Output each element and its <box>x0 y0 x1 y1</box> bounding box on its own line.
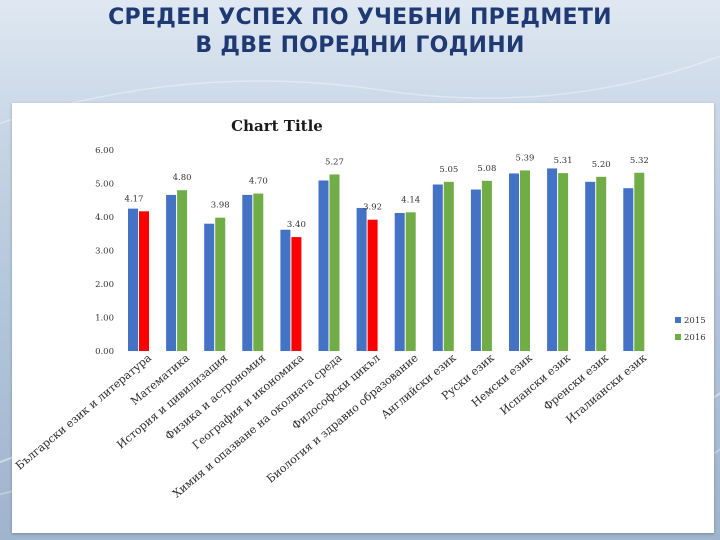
bar-2016 <box>481 180 492 351</box>
data-label: 5.20 <box>592 160 611 170</box>
data-label: 4.14 <box>401 195 420 205</box>
data-label: 4.80 <box>173 173 192 183</box>
chart-panel: Chart Title 0.00 1.00 2.00 3.00 4.00 5.00 6.00… <box>12 103 714 533</box>
slide-title: СРЕДЕН УСПЕХ ПО УЧЕБНИ ПРЕДМЕТИ В ДВЕ ПО… <box>0 4 720 60</box>
data-label: 5.39 <box>516 153 535 163</box>
bar-2015 <box>470 189 481 351</box>
data-label: 5.05 <box>439 165 458 175</box>
bar-2015 <box>432 184 443 351</box>
bar-2015 <box>242 194 253 351</box>
bar-2016 <box>558 173 569 351</box>
bar-2015 <box>509 173 519 351</box>
bar-2015 <box>585 181 596 351</box>
y-tick-label: 3.00 <box>95 247 114 257</box>
category-label: Френски език <box>541 351 611 413</box>
bar-2016 <box>215 217 226 351</box>
data-label: 5.31 <box>554 156 573 166</box>
data-label: 3.92 <box>363 203 382 213</box>
legend: 2015 2016 <box>675 316 706 343</box>
data-label: 4.70 <box>249 177 268 187</box>
bar-2016 <box>177 190 188 351</box>
bar-2016 <box>634 172 645 351</box>
y-tick-label: 4.00 <box>95 213 114 223</box>
y-tick-label: 6.00 <box>95 146 114 156</box>
data-label: 3.98 <box>211 201 230 211</box>
legend-label: 2016 <box>684 333 706 343</box>
data-label: 5.32 <box>630 156 649 166</box>
bar-2015 <box>623 188 634 351</box>
y-tick-label: 0.00 <box>95 347 114 357</box>
bars <box>128 168 645 351</box>
bar-2016 <box>253 193 264 351</box>
bar-2015 <box>166 194 177 351</box>
category-label: Български език и литература <box>13 351 154 472</box>
slide-title-line-1: СРЕДЕН УСПЕХ ПО УЧЕБНИ ПРЕДМЕТИ <box>108 5 612 30</box>
data-label: 4.17 <box>125 195 144 205</box>
category-label: Испански език <box>498 351 574 417</box>
bar-2015 <box>280 229 291 351</box>
legend-swatch <box>675 317 681 323</box>
bar-2016 <box>596 176 607 351</box>
bar-2016 <box>405 212 416 351</box>
legend-label: 2015 <box>684 316 706 326</box>
chart-title: Chart Title <box>231 117 323 135</box>
category-labels: Български език и литератураМатематикаИст… <box>13 351 649 500</box>
slide-title-line-2: В ДВЕ ПОРЕДНИ ГОДИНИ <box>195 33 525 58</box>
bar-2015 <box>394 212 405 351</box>
bar-2016 <box>367 219 378 351</box>
bar-2015 <box>318 180 329 351</box>
y-tick-label: 2.00 <box>95 280 114 290</box>
data-label: 5.08 <box>477 164 496 174</box>
bar-2015 <box>547 168 558 351</box>
data-label: 5.27 <box>325 157 344 167</box>
bar-2015 <box>204 223 215 351</box>
bar-2016 <box>139 211 149 351</box>
bar-2016 <box>291 237 302 351</box>
legend-swatch <box>675 334 681 340</box>
y-axis: 0.00 1.00 2.00 3.00 4.00 5.00 6.00 <box>95 146 114 357</box>
data-labels: 4.17 4.80 3.98 4.70 3.40 5.27 3.92 4.14 5.05 5.08… <box>125 153 649 230</box>
y-tick-label: 1.00 <box>95 314 114 324</box>
bar-2016 <box>329 174 340 351</box>
bar-2015 <box>128 208 138 351</box>
data-label: 3.40 <box>287 220 306 230</box>
y-tick-label: 5.00 <box>95 180 114 190</box>
bar-2016 <box>520 170 530 351</box>
bar-2016 <box>443 181 454 351</box>
bar-2015 <box>356 207 367 351</box>
bar-chart: Chart Title 0.00 1.00 2.00 3.00 4.00 5.00 6.00… <box>13 117 706 500</box>
